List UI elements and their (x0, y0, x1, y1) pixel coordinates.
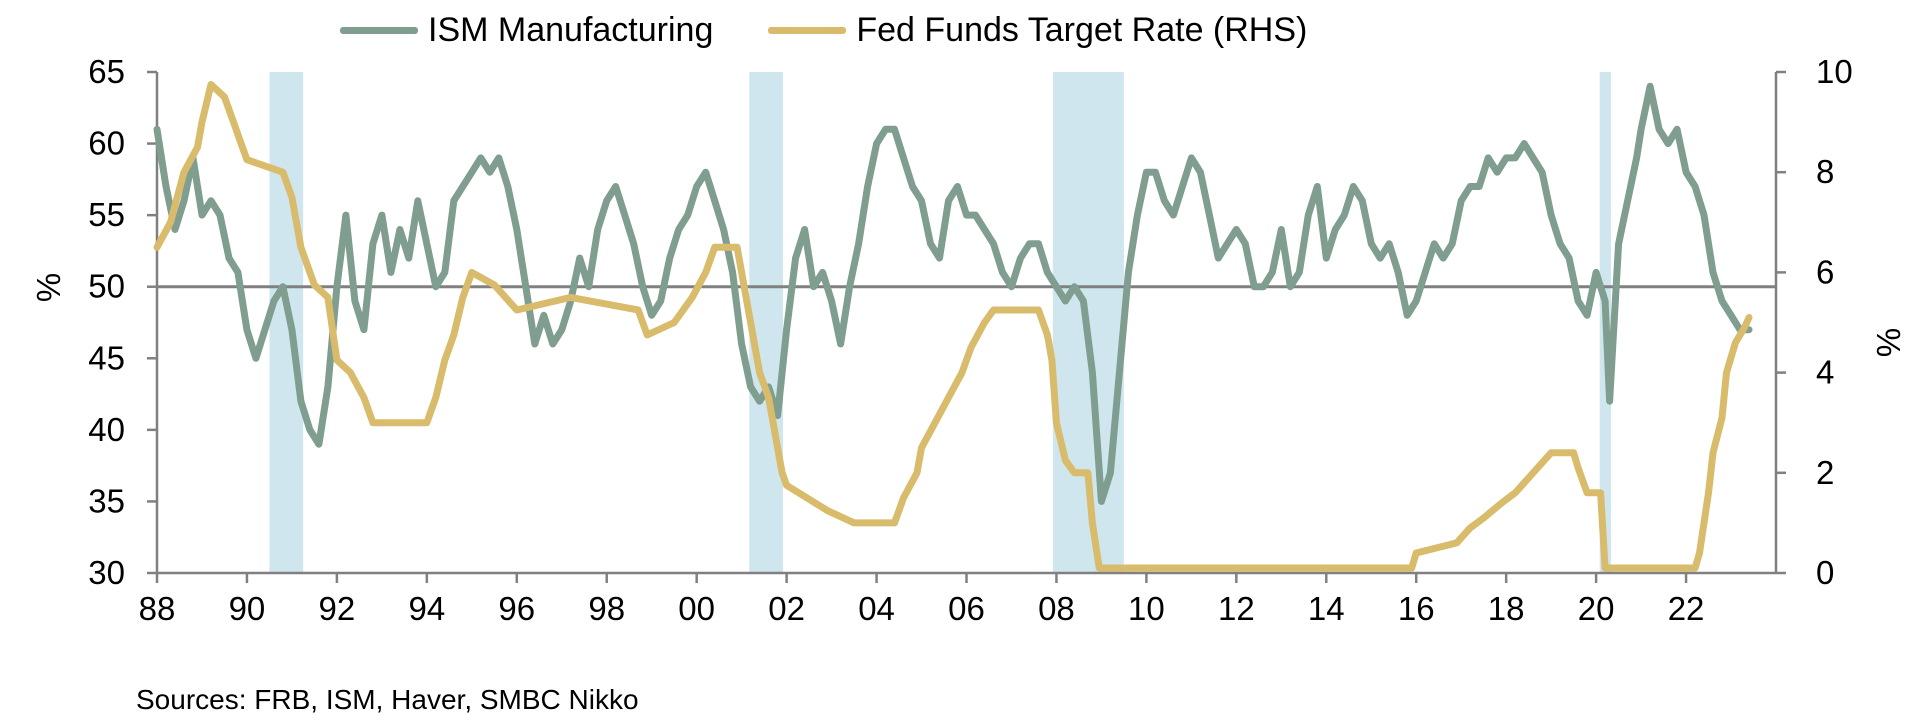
legend-item-fed-funds: Fed Funds Target Rate (RHS) (768, 11, 1307, 50)
x-tick-label-17: 22 (1668, 590, 1705, 627)
legend-swatch-fed-funds (768, 26, 847, 34)
x-tick-label-4: 96 (498, 590, 535, 627)
source-note: Sources: FRB, ISM, Haver, SMBC Nikko (136, 684, 639, 715)
y-right-tick-label-5: 10 (1816, 53, 1853, 90)
y-left-tick-label-5: 55 (88, 196, 125, 233)
x-tick-label-1: 90 (229, 590, 266, 627)
x-tick-label-0: 88 (139, 590, 176, 627)
legend-swatch-ism (340, 26, 418, 34)
y-right-tick-label-1: 2 (1816, 454, 1834, 491)
y-right-tick-label-2: 4 (1816, 354, 1834, 391)
x-tick-label-2: 92 (319, 590, 356, 627)
ism-manufacturing-line (153, 82, 1753, 505)
x-tick-label-3: 94 (408, 590, 445, 627)
y-right-tick-label-4: 8 (1816, 153, 1834, 190)
y-right-tick-label-0: 0 (1816, 554, 1834, 591)
x-tick-label-7: 02 (768, 590, 805, 627)
x-tick-label-14: 16 (1398, 590, 1435, 627)
y-left-tick-label-6: 60 (88, 125, 125, 162)
x-tick-label-16: 20 (1578, 590, 1615, 627)
x-tick-label-10: 08 (1038, 590, 1075, 627)
y-left-tick-label-0: 30 (88, 554, 125, 591)
x-tick-label-6: 00 (678, 590, 715, 627)
x-tick-label-8: 04 (858, 590, 895, 627)
legend-label-fed-funds: Fed Funds Target Rate (RHS) (856, 10, 1308, 49)
y-axis-left-title: % (30, 273, 67, 302)
y-left-tick-label-1: 35 (88, 482, 125, 519)
recession-band-1 (749, 72, 784, 573)
y-left-tick-label-7: 65 (88, 53, 125, 90)
y-right-tick-label-3: 6 (1816, 253, 1834, 290)
x-tick-label-12: 12 (1218, 590, 1255, 627)
x-tick-label-13: 14 (1308, 590, 1345, 627)
fed-funds-rate-line (153, 81, 1753, 572)
x-tick-label-9: 06 (948, 590, 985, 627)
legend-item-ism: ISM Manufacturing (340, 11, 713, 50)
x-tick-label-5: 98 (588, 590, 625, 627)
y-left-tick-label-2: 40 (88, 411, 125, 448)
x-tick-label-11: 10 (1128, 590, 1165, 627)
y-left-tick-label-3: 45 (88, 339, 125, 376)
chart-legend: ISM Manufacturing Fed Funds Target Rate … (340, 8, 1362, 52)
legend-label-ism: ISM Manufacturing (428, 10, 714, 49)
y-axis-right-title: % (1870, 328, 1905, 357)
recession-band-0 (269, 72, 304, 573)
y-left-tick-label-4: 50 (88, 268, 125, 305)
x-tick-label-15: 18 (1488, 590, 1525, 627)
